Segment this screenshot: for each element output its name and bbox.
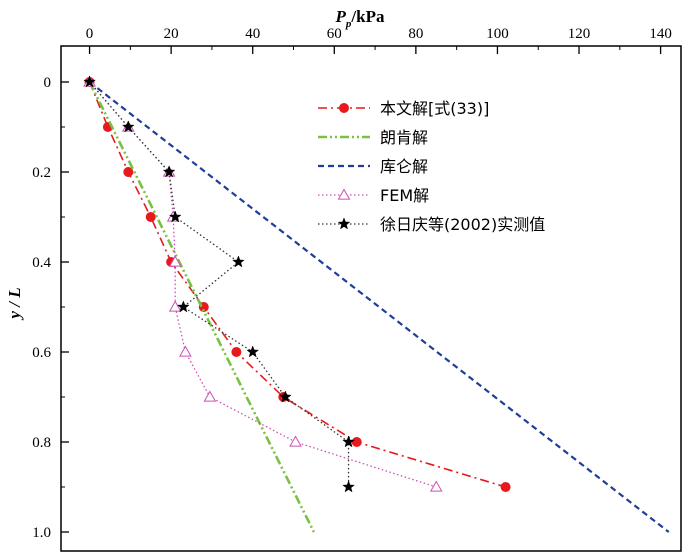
data-point-circle: [351, 437, 362, 447]
axes-layer: 0 20 40 60 80 100 120 140 0 0.2 0.4 0.6 0.8 1.0: [32, 26, 672, 541]
data-point-circle: [500, 482, 511, 492]
data-point-star: [342, 435, 355, 448]
data-point-circle: [123, 167, 134, 177]
x-tick-label: 100: [486, 26, 509, 42]
y-tick-label: 0.6: [32, 345, 51, 361]
plot-frame: [60, 45, 682, 552]
legend-label: FEM解: [380, 186, 429, 205]
data-point-star: [168, 210, 182, 223]
series-group: [88, 81, 316, 533]
y-tick-label: 0: [44, 75, 52, 91]
legend-label: 库仑解: [380, 157, 428, 176]
x-tick-label: 40: [245, 26, 260, 42]
data-point-star: [83, 75, 96, 88]
y-tick-label: 0.4: [32, 255, 51, 271]
data-point-triangle: [168, 300, 182, 312]
y-tick-label: 1.0: [32, 525, 51, 541]
x-tick-label: 80: [408, 26, 423, 42]
data-point-star: [337, 217, 351, 230]
x-tick-label: 0: [86, 26, 94, 42]
data-point-star: [162, 165, 176, 178]
data-point-star: [278, 390, 292, 403]
series-line: [89, 81, 350, 487]
data-point-star: [232, 255, 245, 268]
data-point-star: [342, 480, 355, 493]
data-point-star: [121, 120, 135, 133]
series-line: [88, 81, 506, 488]
data-point-star: [246, 345, 260, 358]
series-group: [83, 75, 355, 493]
series-group: [84, 77, 511, 492]
data-point-triangle: [337, 188, 351, 200]
data-point-star: [176, 300, 190, 313]
y-tick-label: 0.8: [32, 435, 51, 451]
series-group: [88, 81, 670, 533]
series-line: [88, 81, 670, 533]
series-line: [89, 81, 437, 488]
data-point-circle: [145, 212, 156, 222]
y-tick-label: 0.2: [32, 165, 51, 181]
data-point-triangle: [203, 390, 217, 402]
x-tick-label: 60: [327, 26, 342, 42]
x-tick-label: 20: [164, 26, 179, 42]
x-tick-label: 120: [568, 26, 591, 42]
data-point-circle: [339, 103, 349, 113]
data-point-triangle: [429, 480, 443, 492]
legend-label: 朗肯解: [380, 128, 428, 147]
y-axis-title: y / L: [5, 287, 24, 320]
x-axis-title: Pp/kPa: [335, 7, 385, 30]
x-tick-label: 140: [649, 26, 672, 42]
data-point-circle: [231, 347, 242, 357]
series-layer: [83, 75, 670, 533]
series-line: [88, 81, 316, 533]
legend-label: 本文解[式(33)]: [380, 99, 489, 118]
data-point-triangle: [179, 345, 192, 357]
data-point-triangle: [289, 435, 302, 447]
data-point-triangle: [168, 255, 182, 267]
legend-label: 徐日庆等(2002)实测值: [380, 215, 545, 234]
